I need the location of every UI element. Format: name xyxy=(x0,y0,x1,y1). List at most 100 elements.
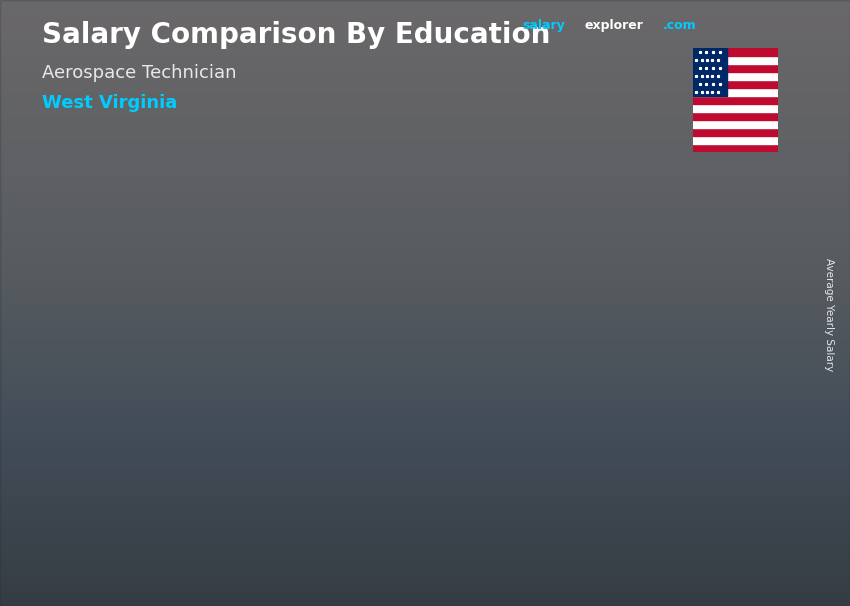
Bar xyxy=(366,301,458,304)
Bar xyxy=(155,432,246,435)
Bar xyxy=(366,322,458,325)
Bar xyxy=(670,450,683,454)
Bar xyxy=(366,479,458,482)
Bar xyxy=(0,163,850,170)
Bar xyxy=(155,454,246,456)
Bar xyxy=(670,438,683,442)
Bar xyxy=(578,355,670,359)
Bar xyxy=(578,368,670,373)
Bar xyxy=(458,301,471,304)
Bar xyxy=(0,339,850,345)
Bar xyxy=(366,316,458,319)
Bar xyxy=(155,400,246,402)
Bar xyxy=(458,458,471,461)
Bar xyxy=(0,199,850,206)
Text: Average Yearly Salary: Average Yearly Salary xyxy=(824,259,834,371)
Bar xyxy=(578,329,670,333)
Bar xyxy=(578,264,670,268)
Bar xyxy=(0,496,850,503)
Bar xyxy=(0,18,850,24)
Bar xyxy=(578,459,670,463)
Bar xyxy=(458,411,471,415)
Bar xyxy=(155,414,246,416)
Bar xyxy=(366,347,458,350)
Bar xyxy=(155,430,246,432)
Bar xyxy=(246,400,259,402)
Bar xyxy=(0,581,850,588)
Bar xyxy=(458,402,471,405)
Bar xyxy=(0,5,850,12)
Bar xyxy=(0,102,850,109)
Bar xyxy=(670,247,683,251)
Bar xyxy=(366,439,458,442)
Bar xyxy=(458,368,471,371)
Bar xyxy=(246,477,259,479)
Bar xyxy=(670,467,683,472)
Bar xyxy=(0,290,850,297)
Bar xyxy=(458,454,471,458)
Bar xyxy=(0,284,850,291)
Bar xyxy=(155,420,246,422)
Bar xyxy=(578,476,670,481)
Bar xyxy=(0,218,850,224)
Bar xyxy=(246,366,259,368)
Bar xyxy=(155,364,246,366)
Bar xyxy=(366,390,458,393)
Bar xyxy=(246,398,259,400)
Bar xyxy=(458,384,471,387)
Bar xyxy=(578,390,670,394)
Bar xyxy=(0,593,850,600)
Bar xyxy=(0,514,850,521)
Bar xyxy=(246,376,259,378)
Bar xyxy=(246,465,259,467)
Bar xyxy=(0,157,850,164)
Bar xyxy=(155,444,246,447)
Bar xyxy=(578,438,670,442)
Bar xyxy=(246,483,259,485)
Bar xyxy=(155,422,246,424)
Bar xyxy=(366,384,458,387)
Bar xyxy=(246,435,259,436)
Bar xyxy=(670,264,683,268)
Bar xyxy=(246,453,259,454)
Bar xyxy=(578,472,670,476)
Bar xyxy=(0,175,850,182)
Bar xyxy=(366,436,458,439)
Bar xyxy=(670,424,683,428)
Bar xyxy=(670,364,683,368)
Bar xyxy=(366,319,458,322)
Bar xyxy=(670,407,683,411)
Bar xyxy=(458,331,471,335)
Bar xyxy=(0,72,850,79)
Bar xyxy=(155,456,246,459)
Bar xyxy=(366,331,458,335)
Bar xyxy=(0,315,850,321)
Bar xyxy=(246,481,259,483)
Bar xyxy=(246,372,259,374)
Bar xyxy=(0,327,850,333)
Bar xyxy=(155,474,246,477)
Bar xyxy=(578,268,670,273)
Bar xyxy=(155,473,246,474)
Bar xyxy=(155,442,246,444)
Bar xyxy=(458,335,471,338)
Bar xyxy=(366,458,458,461)
Bar xyxy=(458,479,471,482)
Bar xyxy=(578,316,670,321)
Bar xyxy=(366,338,458,341)
Text: Salary Comparison By Education: Salary Comparison By Education xyxy=(42,21,551,49)
Bar xyxy=(155,416,246,418)
Bar xyxy=(0,405,850,412)
Bar xyxy=(155,468,246,471)
Bar xyxy=(366,359,458,362)
Bar xyxy=(670,454,683,459)
Bar xyxy=(246,467,259,468)
Bar xyxy=(458,399,471,402)
Bar xyxy=(0,260,850,267)
Bar xyxy=(0,84,850,91)
Bar xyxy=(670,256,683,260)
Bar xyxy=(155,471,246,473)
Bar xyxy=(693,136,778,144)
Text: explorer: explorer xyxy=(585,19,643,32)
Bar xyxy=(0,333,850,339)
